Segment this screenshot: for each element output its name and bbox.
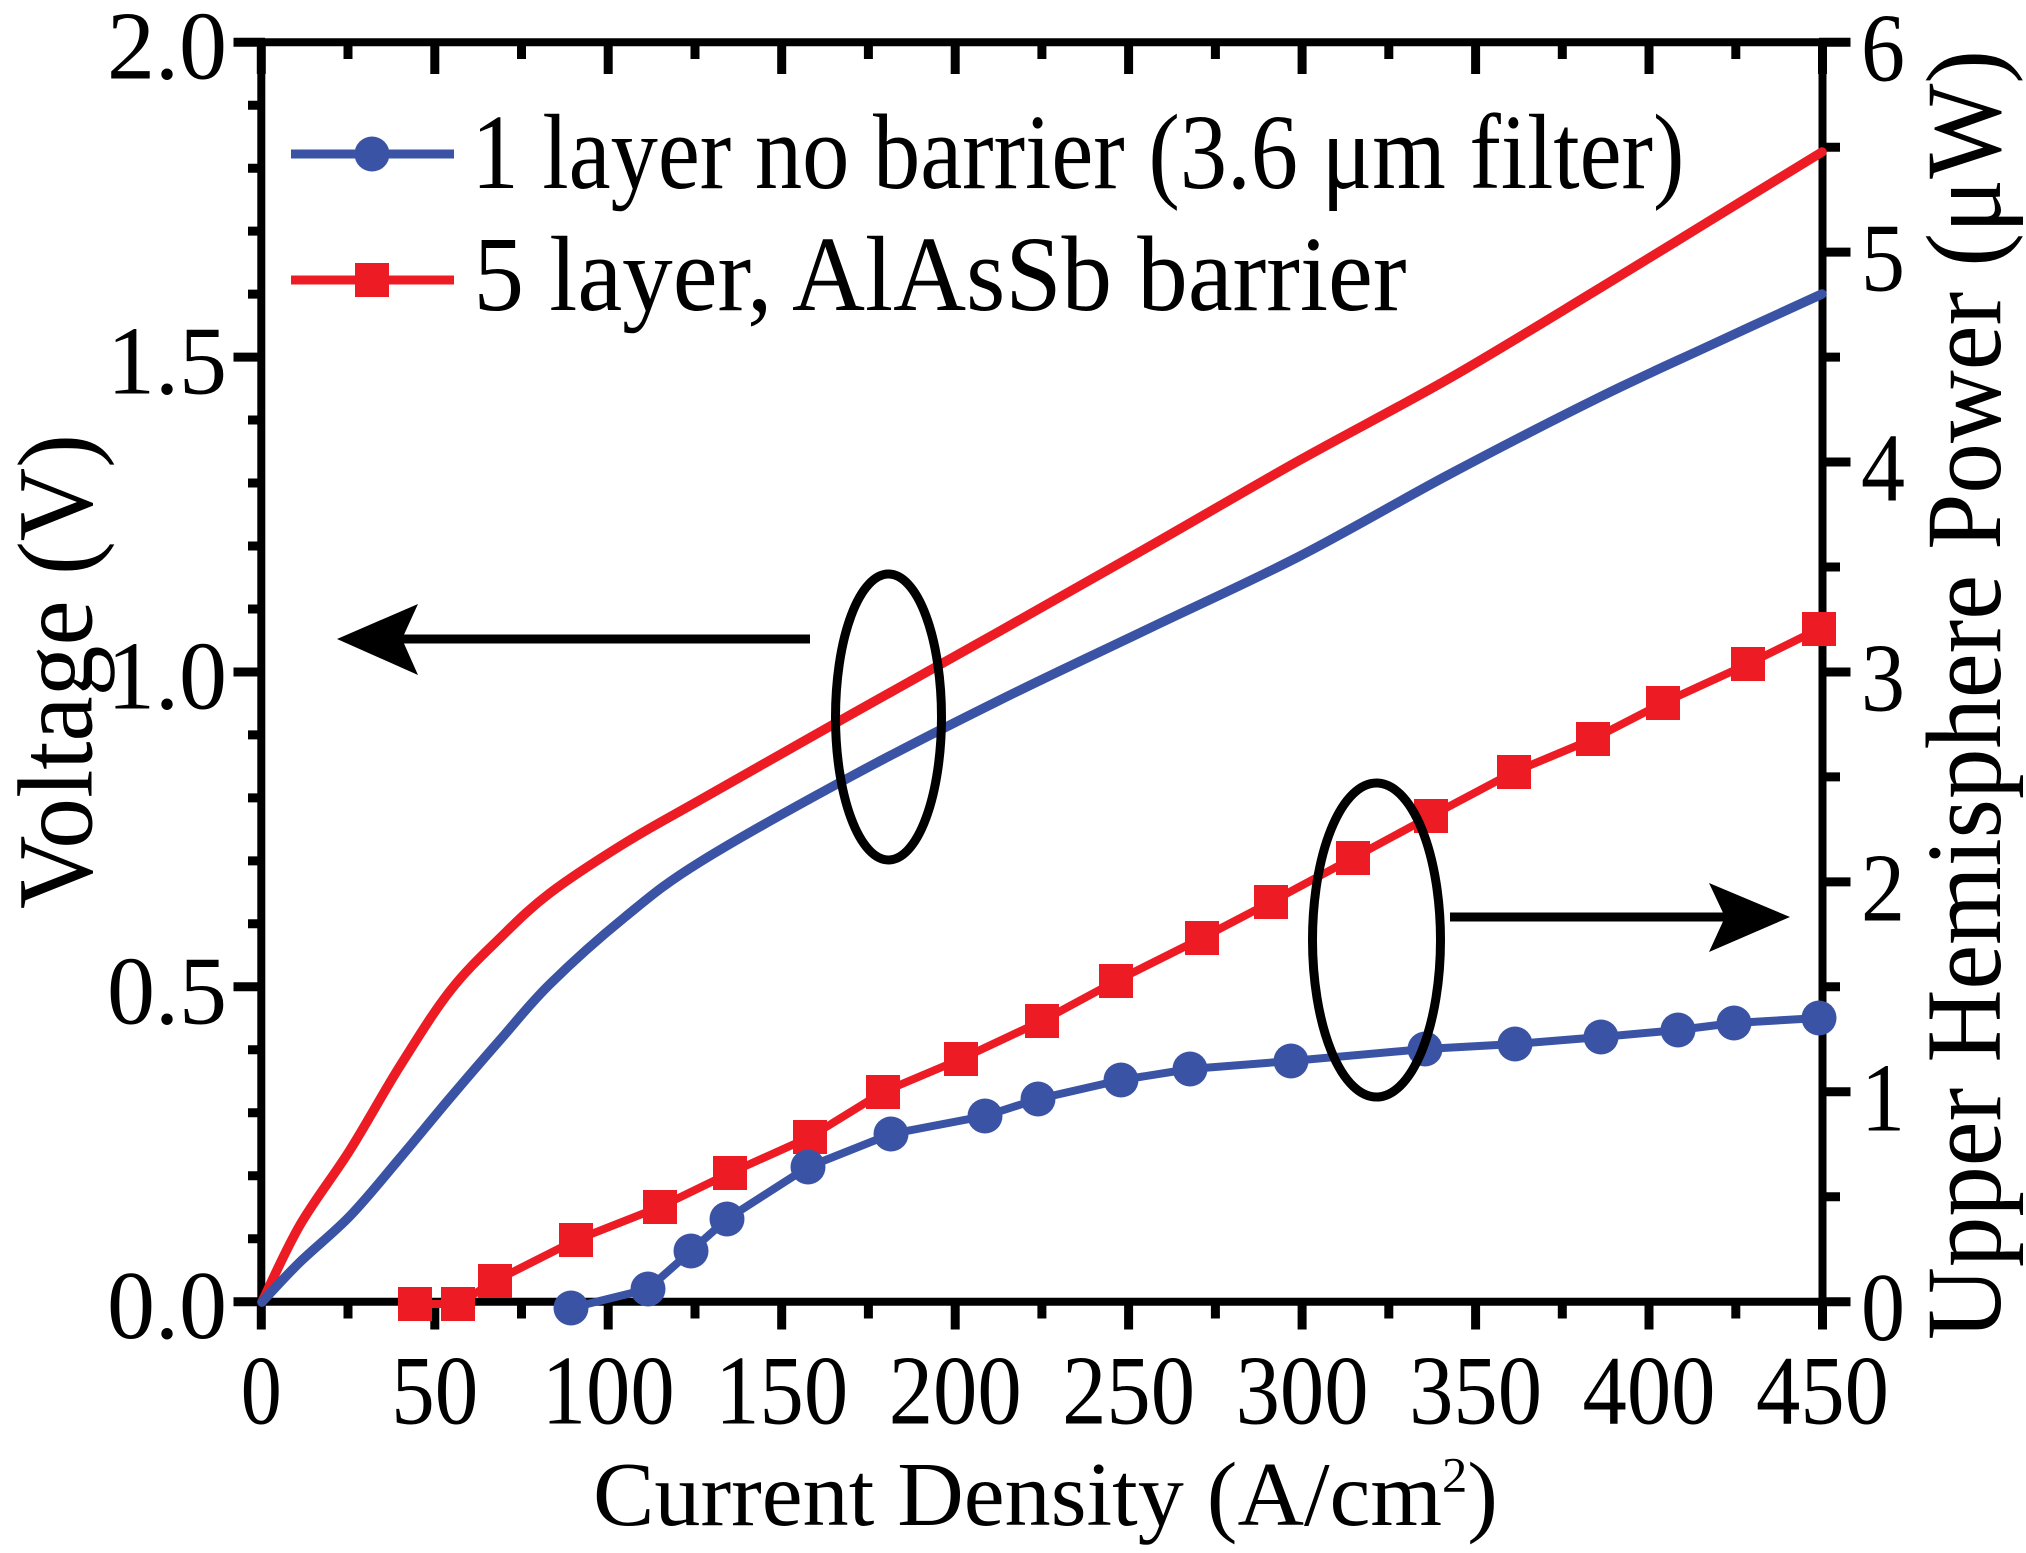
svg-text:3: 3 — [1861, 625, 1905, 732]
svg-text:150: 150 — [715, 1337, 848, 1446]
svg-text:0: 0 — [1861, 1254, 1905, 1361]
svg-text:5 layer, AlAsSb barrier: 5 layer, AlAsSb barrier — [474, 216, 1407, 334]
svg-text:50: 50 — [391, 1337, 478, 1446]
svg-text:1 layer no barrier (3.6 μm fil: 1 layer no barrier (3.6 μm filter) — [472, 94, 1685, 212]
svg-text:6: 6 — [1861, 0, 1905, 102]
svg-text:1.0: 1.0 — [107, 623, 227, 730]
svg-text:350: 350 — [1409, 1337, 1542, 1446]
svg-text:0.0: 0.0 — [107, 1252, 227, 1359]
svg-text:250: 250 — [1062, 1337, 1195, 1446]
svg-text:0.5: 0.5 — [107, 937, 227, 1044]
svg-text:2.0: 2.0 — [107, 0, 227, 100]
svg-text:Current Density (A/cm2): Current Density (A/cm 2) — [593, 1444, 1498, 1545]
svg-text:0: 0 — [241, 1337, 282, 1446]
svg-text:4: 4 — [1861, 415, 1905, 522]
svg-text:Voltage (V): Voltage (V) — [0, 434, 116, 909]
svg-text:400: 400 — [1583, 1337, 1716, 1446]
svg-text:1: 1 — [1861, 1044, 1905, 1151]
svg-text:100: 100 — [542, 1337, 675, 1446]
svg-text:1.5: 1.5 — [107, 308, 227, 415]
svg-text:300: 300 — [1236, 1337, 1369, 1446]
svg-text:200: 200 — [889, 1337, 1022, 1446]
svg-text:450: 450 — [1756, 1337, 1889, 1446]
svg-text:Upper Hemisphere Power (μW): Upper Hemisphere Power (μW) — [1906, 50, 2024, 1340]
svg-text:5: 5 — [1861, 205, 1905, 312]
svg-text:2: 2 — [1861, 834, 1905, 941]
